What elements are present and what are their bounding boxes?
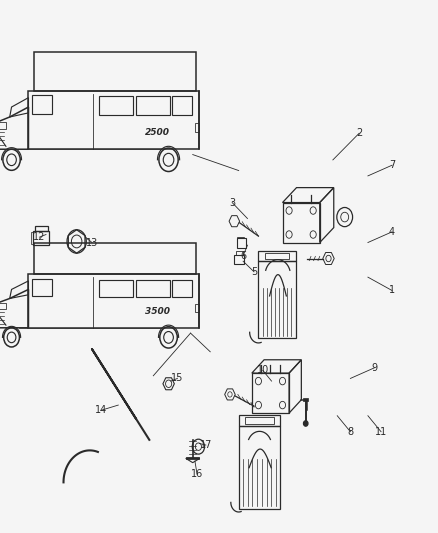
Text: 6: 6 [240, 251, 246, 261]
Bar [283, 203, 320, 243]
Text: 11: 11 [375, 427, 387, 437]
Bar [0, 303, 6, 309]
Bar [99, 280, 133, 297]
Text: 2500: 2500 [145, 127, 170, 136]
Text: 12: 12 [33, 232, 46, 242]
Bar [0, 122, 6, 129]
Bar [136, 96, 170, 115]
Bar [28, 91, 199, 149]
Text: 1: 1 [389, 286, 395, 295]
Circle shape [304, 421, 308, 426]
Bar [35, 226, 48, 231]
Bar [33, 231, 49, 245]
Text: 13: 13 [86, 238, 98, 247]
Bar [234, 255, 244, 264]
Bar [31, 232, 33, 244]
Bar [258, 251, 296, 261]
Text: 5: 5 [251, 267, 257, 277]
Text: 15: 15 [171, 374, 184, 383]
Text: 3500: 3500 [145, 308, 170, 317]
Text: 10: 10 [257, 366, 269, 375]
Bar [239, 426, 280, 509]
Bar [236, 251, 243, 255]
Bar [303, 398, 308, 401]
Bar [265, 253, 289, 259]
Text: 17: 17 [200, 440, 212, 450]
Bar [32, 95, 53, 114]
Bar [195, 123, 199, 132]
Bar [245, 417, 274, 424]
Text: 2: 2 [356, 128, 362, 138]
Bar [195, 304, 199, 312]
Text: 16: 16 [191, 470, 203, 479]
Bar [258, 261, 296, 338]
Bar [28, 274, 199, 328]
Bar [172, 280, 192, 297]
Bar [99, 96, 133, 115]
Bar [252, 373, 289, 413]
Text: 3: 3 [229, 198, 235, 207]
Bar [172, 96, 192, 115]
Bar [237, 238, 246, 248]
Text: 7: 7 [389, 160, 395, 170]
Text: 4: 4 [389, 227, 395, 237]
Text: 14: 14 [95, 406, 107, 415]
Bar [136, 280, 170, 297]
Text: 8: 8 [347, 427, 353, 437]
Bar [32, 279, 53, 296]
Text: 9: 9 [371, 363, 378, 373]
Bar [239, 415, 280, 426]
